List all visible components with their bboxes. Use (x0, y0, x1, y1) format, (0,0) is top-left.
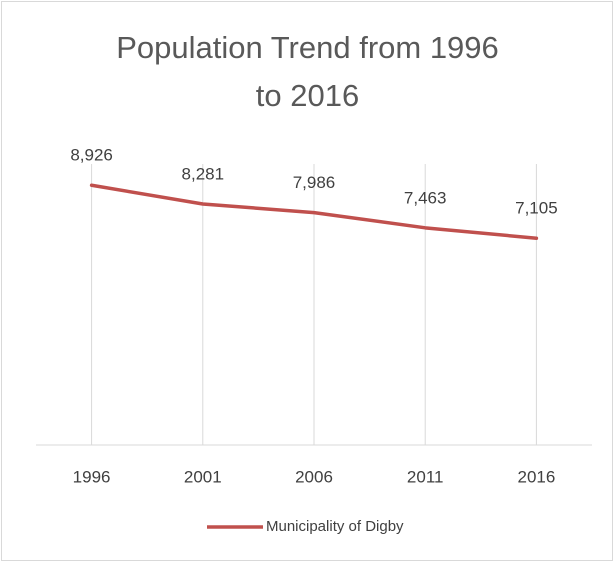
x-tick-label: 2016 (517, 467, 555, 486)
x-tick-label: 1996 (73, 467, 111, 486)
data-label: 7,105 (515, 199, 558, 218)
x-tick-label: 2011 (407, 467, 444, 486)
x-tick-label: 2001 (184, 467, 222, 486)
legend-label: Municipality of Digby (266, 518, 404, 535)
data-label: 8,281 (182, 165, 225, 184)
data-label: 8,926 (70, 146, 113, 165)
line-series (89, 183, 539, 240)
x-tick-label: 2006 (295, 467, 333, 486)
chart-title: Population Trend from 1996 to 2016 (116, 30, 499, 113)
data-label: 7,986 (293, 173, 336, 192)
data-label: 7,463 (404, 188, 447, 207)
